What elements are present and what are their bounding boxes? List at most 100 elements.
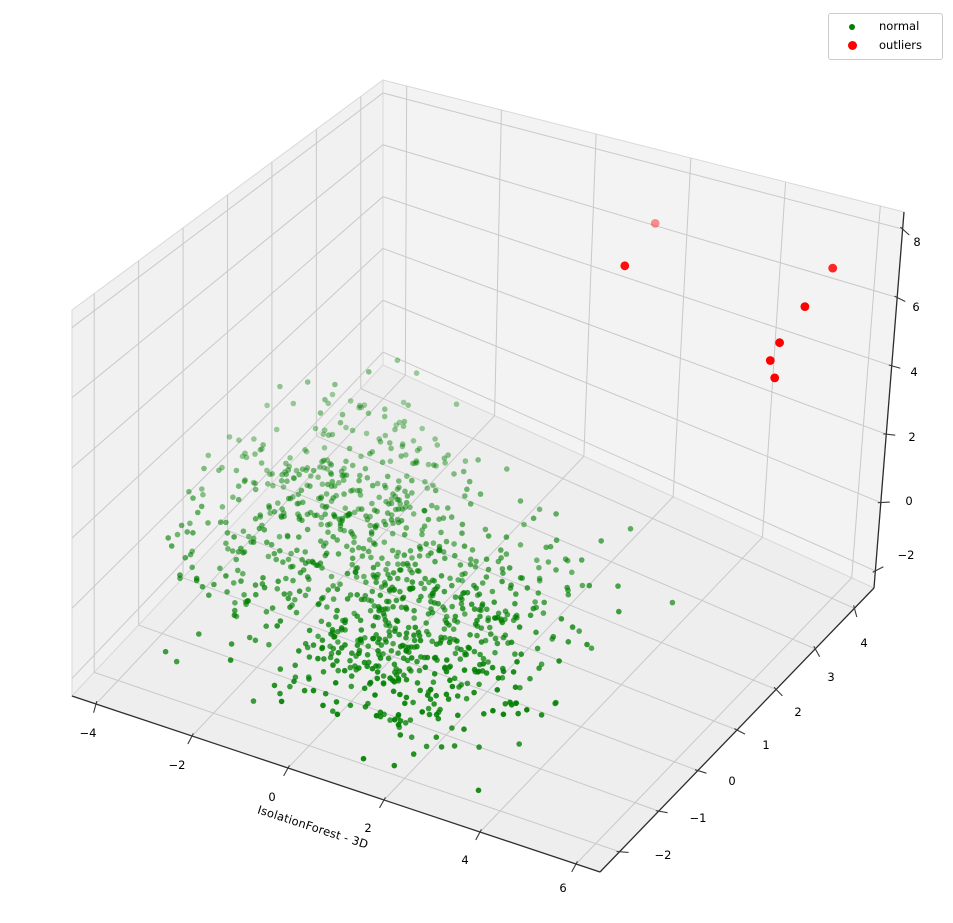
normal-point <box>452 650 459 657</box>
normal-point <box>446 622 452 628</box>
normal-point <box>538 661 545 667</box>
normal-point <box>324 466 331 472</box>
normal-point <box>397 732 404 738</box>
normal-point <box>252 480 258 487</box>
normal-point <box>499 578 505 585</box>
normal-point <box>187 551 194 558</box>
normal-point <box>219 464 225 471</box>
normal-point <box>378 642 385 648</box>
normal-point <box>320 702 326 709</box>
normal-point <box>513 591 519 597</box>
normal-point <box>431 701 437 707</box>
normal-point <box>328 471 335 478</box>
normal-point <box>442 460 448 466</box>
normal-point <box>250 698 257 704</box>
normal-point <box>387 717 393 723</box>
normal-point <box>318 495 324 502</box>
z-tick-mark <box>894 295 906 303</box>
y-ticks: −2 −1 0 1 2 3 4 <box>616 605 868 862</box>
normal-point <box>353 667 360 673</box>
normal-point <box>459 530 465 536</box>
normal-point <box>306 676 312 682</box>
normal-point <box>423 743 430 750</box>
normal-point <box>347 664 354 671</box>
normal-point <box>319 458 325 465</box>
x-tick-label: 2 <box>364 821 371 835</box>
normal-point <box>483 670 490 676</box>
normal-point <box>360 545 367 552</box>
normal-point <box>417 637 424 644</box>
normal-point <box>365 548 372 555</box>
normal-point <box>344 570 351 577</box>
normal-point <box>216 467 222 474</box>
normal-point <box>541 599 547 606</box>
normal-point <box>416 597 422 604</box>
normal-point <box>468 556 474 563</box>
normal-point <box>502 701 509 707</box>
normal-point <box>199 584 206 590</box>
normal-point <box>565 591 572 598</box>
normal-point <box>361 402 368 408</box>
normal-point <box>217 519 224 525</box>
normal-point <box>386 598 392 605</box>
normal-point <box>277 618 284 624</box>
y-grid-floor <box>94 671 620 853</box>
normal-point <box>446 639 453 646</box>
normal-point <box>223 573 229 579</box>
normal-point <box>468 601 475 608</box>
normal-point <box>421 654 428 661</box>
normal-point <box>322 396 328 403</box>
normal-point <box>320 543 327 549</box>
normal-point <box>438 744 445 750</box>
normal-point <box>318 514 325 521</box>
normal-point <box>409 555 415 561</box>
normal-point <box>527 675 533 682</box>
normal-point <box>558 616 565 622</box>
normal-point <box>235 549 242 555</box>
normal-point <box>405 402 412 409</box>
normal-point <box>404 493 411 499</box>
normal-point <box>386 623 393 629</box>
normal-point <box>477 661 483 668</box>
normal-point <box>324 522 331 528</box>
normal-point <box>246 634 253 641</box>
normal-point <box>462 651 468 658</box>
normal-point <box>424 485 431 492</box>
normal-point <box>283 460 289 467</box>
normal-point <box>492 635 499 642</box>
normal-point <box>410 460 416 467</box>
normal-point <box>358 453 364 460</box>
normal-point <box>299 556 305 563</box>
normal-point <box>588 645 595 651</box>
normal-point <box>483 556 490 562</box>
normal-point <box>340 477 347 484</box>
x-grid-wall <box>583 133 597 457</box>
normal-point <box>226 434 233 440</box>
normal-point <box>362 635 368 641</box>
normal-point <box>294 547 300 554</box>
normal-point <box>454 638 460 644</box>
normal-point <box>536 665 542 671</box>
normal-point <box>271 508 278 515</box>
normal-point <box>453 401 460 408</box>
normal-point <box>339 411 346 418</box>
normal-point <box>512 651 518 657</box>
normal-point <box>388 512 395 518</box>
normal-point <box>250 539 257 545</box>
normal-point <box>409 569 415 576</box>
normal-point <box>419 709 426 715</box>
normal-point <box>403 525 410 531</box>
normal-point <box>377 713 384 720</box>
normal-point <box>434 657 440 663</box>
normal-point <box>441 588 448 595</box>
normal-point <box>473 585 480 591</box>
normal-point <box>512 600 518 607</box>
normal-point <box>475 457 481 463</box>
normal-point <box>328 498 335 504</box>
normal-point <box>315 562 321 569</box>
normal-point <box>461 543 468 549</box>
normal-point <box>271 550 278 557</box>
normal-point <box>342 619 348 626</box>
normal-point <box>331 634 337 640</box>
normal-point <box>408 734 415 740</box>
